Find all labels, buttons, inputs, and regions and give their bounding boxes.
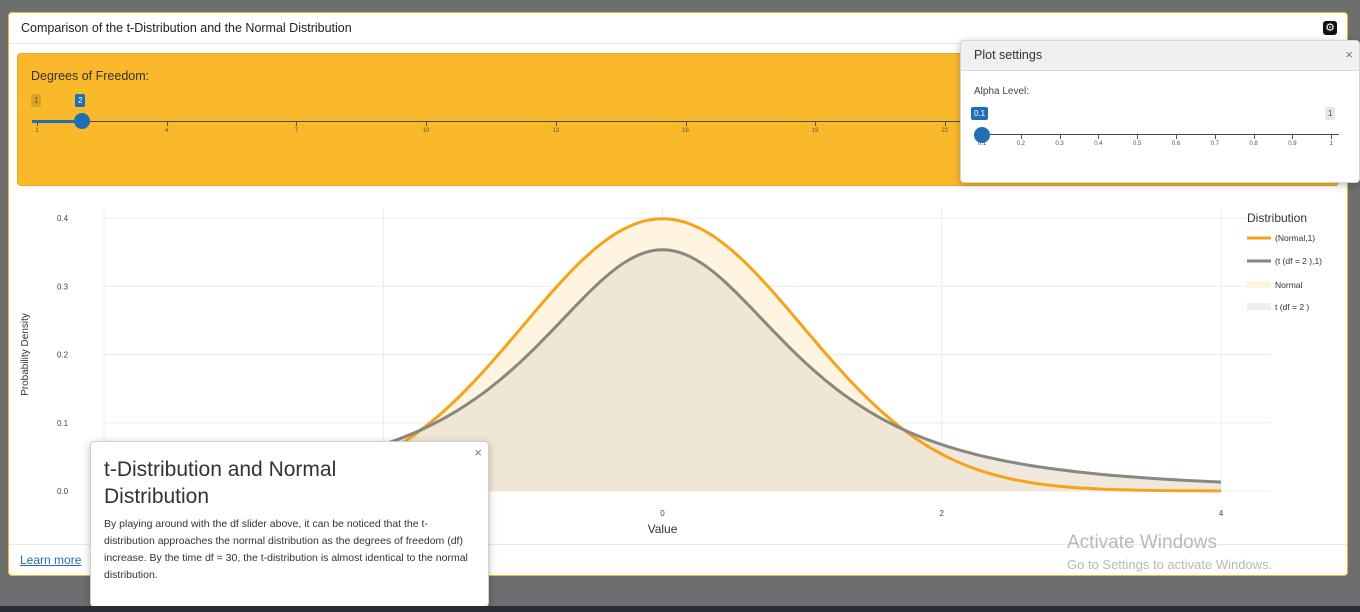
plot-settings-title: Plot settings: [974, 48, 1043, 62]
alpha-slider-tick-mark: [1098, 135, 1100, 139]
x-tick-label: 2: [940, 509, 945, 518]
df-slider-tick-label: 13: [552, 128, 560, 134]
y-tick-label: 0.1: [57, 419, 69, 428]
df-slider-tick-mark: [426, 122, 428, 126]
panel-header: Comparison of the t-Distribution and the…: [9, 13, 1347, 44]
alpha-slider-tick-label: 0.8: [1249, 141, 1258, 147]
df-slider-tick-mark: [944, 122, 946, 126]
alpha-slider-tick-mark: [1214, 135, 1216, 139]
density-chart: 0.0 0.1 0.2 0.3 0.4 0 2 4 Value Probability Densi…: [20, 208, 1322, 536]
y-tick-label: 0.2: [57, 351, 69, 360]
y-tick-label: 0.0: [57, 487, 69, 496]
alpha-slider-tick-mark: [1020, 135, 1022, 139]
legend-title: Distribution: [1247, 211, 1307, 225]
legend-fill-swatch: [1247, 281, 1271, 288]
alpha-level-label: Alpha Level:: [974, 86, 1030, 97]
alpha-value-chip: 0.1: [971, 107, 989, 120]
alpha-slider-tick-label: 0.4: [1094, 141, 1103, 147]
df-slider-track[interactable]: [32, 121, 982, 122]
alpha-slider-tick-label: 0.3: [1055, 141, 1064, 147]
alpha-slider-tick-mark: [1253, 135, 1255, 139]
df-slider-tick-label: 19: [811, 128, 819, 134]
close-icon[interactable]: ×: [474, 445, 482, 460]
info-popover: × t-Distribution and Normal Distribution…: [90, 441, 489, 607]
y-axis-label: Probability Density: [20, 313, 31, 396]
x-tick-label: 0: [660, 509, 665, 518]
alpha-slider-tick-label: 0.1: [977, 141, 987, 147]
alpha-slider-tick-label: 0.6: [1171, 141, 1181, 147]
alpha-slider-tick-mark: [1331, 135, 1333, 139]
activate-windows-title: Activate Windows: [1067, 532, 1217, 553]
alpha-slider-tick-mark: [1059, 135, 1061, 139]
df-slider-tick-label: 4: [165, 128, 169, 134]
alpha-slider-tick-label: 0.5: [1133, 141, 1142, 147]
alpha-slider-track[interactable]: [981, 134, 1339, 135]
plot-settings-header: Plot settings ×: [961, 41, 1359, 71]
activate-windows-subtitle: Go to Settings to activate Windows.: [1067, 557, 1273, 572]
x-tick-label: 4: [1219, 509, 1224, 518]
alpha-slider-tick-mark: [1176, 135, 1177, 139]
legend-series-label: (Normal,1): [1275, 233, 1315, 243]
popover-title: t-Distribution and Normal Distribution: [104, 458, 337, 508]
plot-settings-popover: Plot settings × Alpha Level: 0.1 1 0.1 0.…: [960, 40, 1360, 183]
df-slider-tick-mark: [296, 122, 298, 126]
df-slider-fill: [32, 120, 82, 123]
df-slider-tick-label: 22: [941, 128, 949, 134]
df-slider-tick-mark: [37, 122, 38, 126]
df-slider-tick-mark: [685, 122, 687, 126]
y-tick-label: 0.3: [57, 282, 69, 291]
df-slider-tick-label: 1: [35, 128, 39, 134]
alpha-slider-tick-mark: [1137, 135, 1139, 139]
legend-fill-label: Normal: [1275, 280, 1303, 290]
df-slider-tick-label: 10: [422, 128, 430, 134]
df-min-chip: 1: [31, 94, 42, 107]
df-slider-label: Degrees of Freedom:: [31, 69, 150, 83]
df-slider-tick-mark: [815, 122, 817, 126]
alpha-slider-tick-label: 0.7: [1210, 141, 1219, 147]
legend-fill-swatch: [1247, 303, 1271, 310]
alpha-max-chip: 1: [1325, 107, 1336, 120]
taskbar: [0, 606, 1360, 612]
alpha-slider-tick-label: 0.9: [1288, 141, 1297, 147]
alpha-slider-tick-label: 1: [1329, 141, 1333, 147]
y-tick-label: 0.4: [57, 214, 69, 223]
footer-divider: [9, 544, 1347, 545]
t-fill-area: [104, 249, 1221, 491]
alpha-slider-tick-mark: [982, 135, 983, 139]
df-slider-tick-label: 7: [294, 128, 299, 134]
df-slider-handle[interactable]: [74, 113, 90, 129]
gear-icon[interactable]: ⚙: [1323, 21, 1337, 35]
df-slider-tick-mark: [166, 122, 168, 126]
legend-series-label: (t (df = 2 ),1): [1275, 256, 1322, 266]
alpha-slider-tick-label: 0.2: [1016, 141, 1025, 147]
alpha-slider-tick-mark: [1292, 135, 1294, 139]
panel-title: Comparison of the t-Distribution and the…: [21, 21, 352, 35]
popover-text: By playing around with the df slider abo…: [104, 518, 468, 581]
learn-more-link[interactable]: Learn more: [20, 553, 82, 567]
legend-fill-label: t (df = 2 ): [1275, 302, 1309, 312]
close-icon[interactable]: ×: [1345, 47, 1353, 62]
x-axis-label: Value: [648, 522, 678, 536]
df-slider-tick-mark: [555, 122, 557, 126]
df-slider-tick-label: 16: [682, 128, 689, 134]
df-value-chip: 2: [75, 94, 86, 107]
